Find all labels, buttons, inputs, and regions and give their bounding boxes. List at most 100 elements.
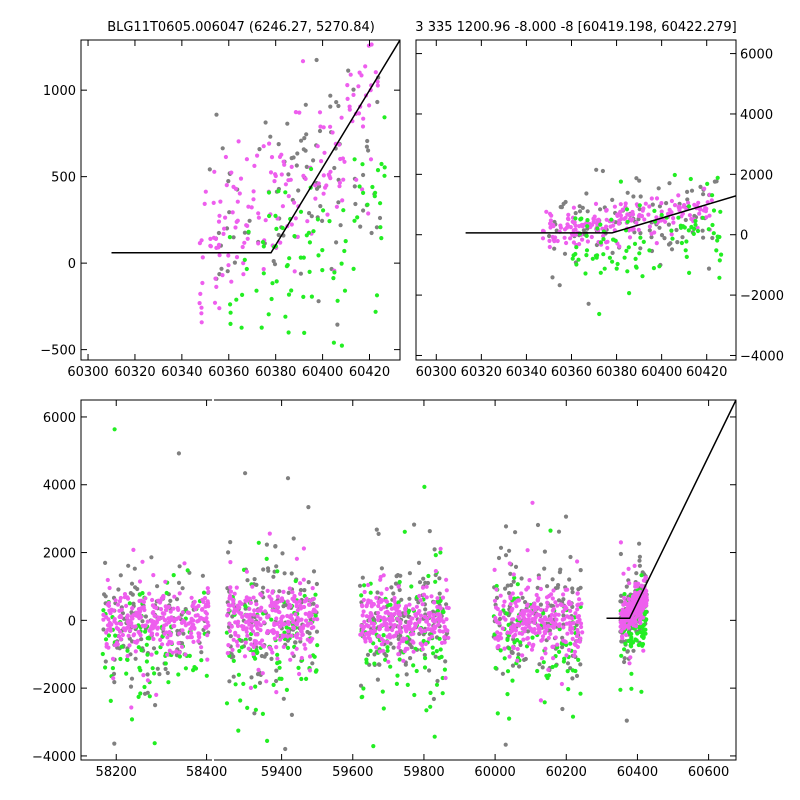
- data-point: [622, 656, 627, 661]
- data-point: [595, 253, 600, 258]
- data-point: [328, 104, 333, 109]
- data-point: [203, 617, 208, 622]
- data-point: [328, 124, 333, 129]
- data-point: [572, 653, 577, 658]
- data-point: [264, 542, 269, 547]
- y-tick-label: 2000: [740, 168, 773, 183]
- data-point: [411, 607, 416, 612]
- data-point: [214, 112, 219, 117]
- data-point: [374, 293, 380, 298]
- data-point: [114, 640, 119, 645]
- data-point: [342, 159, 347, 164]
- data-point: [591, 216, 596, 221]
- data-point: [656, 186, 661, 191]
- data-point: [309, 166, 314, 172]
- data-point: [377, 649, 382, 654]
- x-tick-label: 60340: [506, 365, 547, 380]
- data-point: [145, 619, 150, 624]
- data-point: [577, 242, 582, 247]
- data-point: [311, 609, 316, 614]
- data-point: [711, 208, 717, 213]
- data-point: [437, 591, 442, 596]
- data-point: [568, 608, 573, 614]
- data-point: [200, 616, 205, 621]
- data-point: [234, 585, 239, 590]
- data-point: [438, 550, 443, 555]
- data-point: [301, 294, 306, 299]
- data-point: [270, 603, 275, 609]
- data-point: [351, 266, 356, 271]
- data-point: [401, 658, 406, 663]
- data-point: [111, 676, 116, 681]
- data-point: [442, 635, 447, 640]
- data-point: [103, 594, 108, 599]
- data-point: [565, 222, 570, 227]
- data-point: [577, 639, 583, 644]
- data-point: [251, 612, 256, 617]
- data-point: [539, 656, 545, 661]
- data-point: [374, 527, 379, 532]
- data-point: [547, 238, 552, 243]
- data-point: [327, 174, 332, 179]
- data-point: [284, 687, 289, 693]
- data-point: [688, 176, 693, 182]
- data-point: [509, 629, 515, 634]
- data-point: [508, 596, 513, 601]
- data-point: [334, 100, 339, 105]
- data-point: [440, 675, 445, 681]
- data-point: [671, 216, 676, 221]
- data-point: [177, 650, 182, 655]
- data-point: [569, 630, 574, 635]
- data-point: [295, 151, 300, 156]
- data-point: [321, 173, 326, 178]
- data-point: [423, 656, 428, 661]
- data-point: [561, 592, 566, 597]
- data-point: [281, 644, 286, 650]
- data-point: [542, 700, 547, 705]
- data-point: [228, 634, 233, 639]
- data-point: [394, 630, 399, 635]
- data-point: [328, 93, 333, 98]
- data-point: [546, 667, 551, 672]
- data-point: [442, 667, 447, 672]
- data-point: [259, 325, 264, 330]
- data-point: [103, 560, 108, 566]
- data-point: [618, 551, 624, 557]
- data-point: [695, 228, 701, 234]
- data-point: [285, 613, 290, 619]
- data-point: [304, 164, 309, 169]
- data-point: [601, 237, 606, 242]
- data-point: [194, 605, 199, 610]
- y-tick-label: 6000: [740, 48, 773, 63]
- data-point: [145, 690, 150, 695]
- data-point: [701, 192, 706, 197]
- data-point: [203, 189, 208, 194]
- data-point: [545, 600, 550, 605]
- data-point: [361, 172, 366, 178]
- data-point: [253, 707, 258, 712]
- data-point: [570, 586, 575, 591]
- data-point: [269, 617, 274, 622]
- data-point: [199, 650, 204, 655]
- data-point: [177, 591, 182, 596]
- data-point: [576, 587, 581, 592]
- data-point: [397, 641, 402, 646]
- data-point: [626, 597, 631, 602]
- data-point: [364, 660, 369, 665]
- data-point: [568, 554, 573, 560]
- data-point: [165, 652, 170, 657]
- data-point: [219, 266, 224, 271]
- data-point: [240, 614, 245, 620]
- data-point: [651, 266, 657, 271]
- data-point: [296, 665, 301, 671]
- data-point: [253, 641, 258, 647]
- data-point: [373, 70, 378, 75]
- data-point: [409, 645, 414, 650]
- data-point: [605, 239, 610, 244]
- data-point: [634, 176, 639, 181]
- data-point: [311, 617, 316, 622]
- data-point: [413, 612, 418, 617]
- data-point: [124, 671, 129, 676]
- data-point: [642, 217, 647, 222]
- data-point: [223, 154, 228, 160]
